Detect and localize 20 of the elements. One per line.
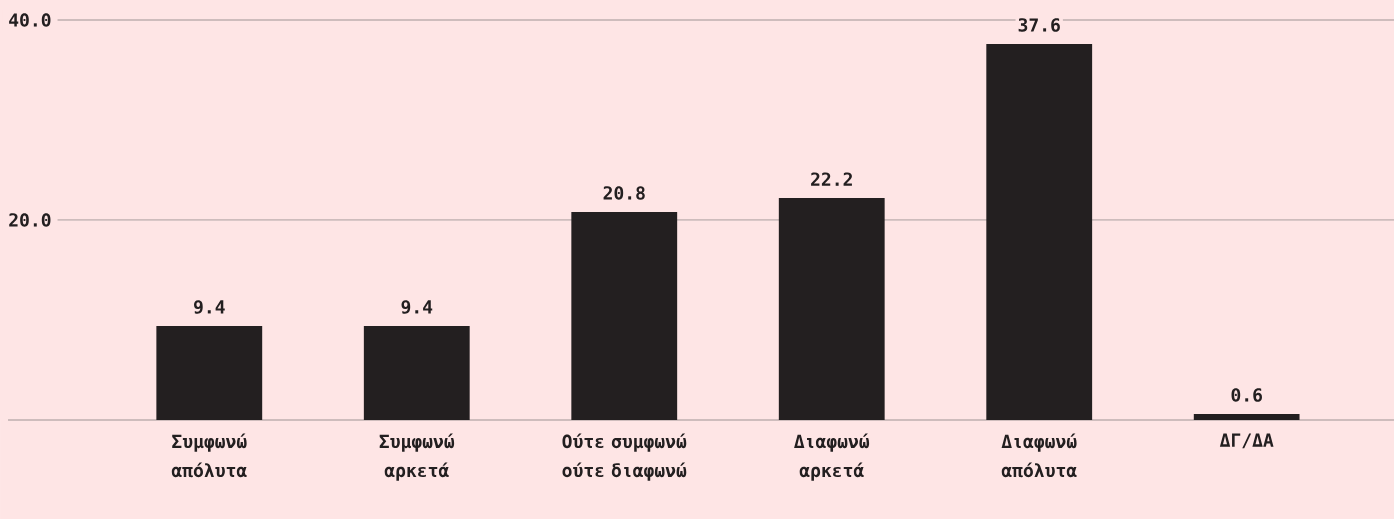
x-tick-label: Συμφωνώ αρκετά <box>379 433 455 481</box>
data-label: 37.6 <box>1018 18 1060 32</box>
data-label: 20.8 <box>603 186 645 200</box>
y-tick-label: 20.0 <box>9 213 51 227</box>
bar <box>986 43 1093 420</box>
bar <box>156 325 263 420</box>
bar <box>363 325 470 420</box>
data-label: 0.6 <box>1231 388 1262 402</box>
x-tick-label: Συμφωνώ απόλυτα <box>171 433 247 478</box>
data-label: 9.4 <box>194 300 225 314</box>
x-tick-label: Διαφωνώ απόλυτα <box>1001 433 1077 478</box>
data-label: 22.2 <box>811 172 852 186</box>
y-tick-label: 40.0 <box>9 13 51 27</box>
bar <box>778 197 885 420</box>
data-label: 9.4 <box>401 300 433 314</box>
bar <box>571 211 678 420</box>
bar <box>1193 413 1300 420</box>
x-tick-label: Ούτε συμφωνώ ούτε διαφωνώ <box>562 433 687 481</box>
x-tick-label: ΔΓ/ΔΑ <box>1219 433 1274 449</box>
x-tick-label: Διαφωνώ αρκετά <box>794 433 870 481</box>
